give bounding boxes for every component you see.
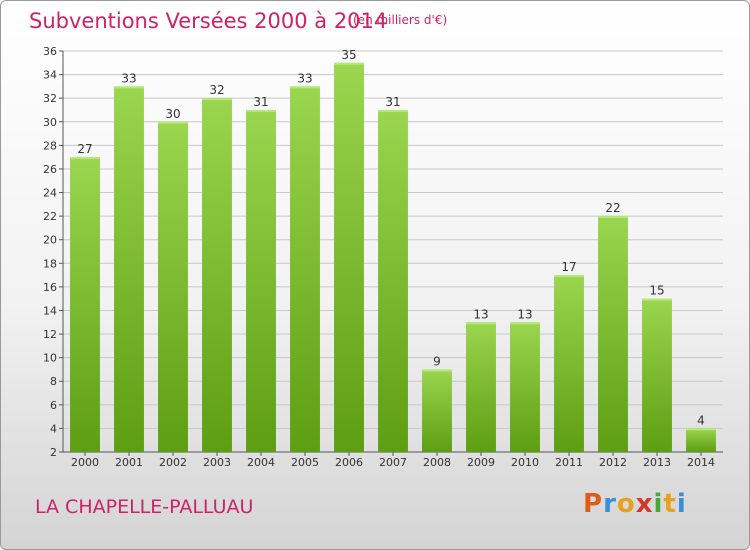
- labels: 27 2000 33 2001 30 2002 32 2003 31 2004 33 2005 35 20…: [71, 48, 715, 469]
- data-label: 15: [649, 284, 664, 298]
- bar-highlight: [642, 298, 672, 301]
- y-tick-label: 24: [43, 187, 57, 200]
- bar: [334, 62, 364, 452]
- bar: [378, 109, 408, 453]
- bar-highlight: [334, 62, 364, 65]
- x-tick-label: 2010: [511, 456, 539, 469]
- x-tick-label: 2004: [247, 456, 275, 469]
- y-tick-label: 28: [43, 139, 57, 152]
- logo-letter: x: [635, 489, 654, 519]
- y-tick-label: 32: [43, 92, 57, 105]
- logo-letter: r: [603, 489, 617, 519]
- bar-highlight: [466, 322, 496, 325]
- y-tick-label: 20: [43, 234, 57, 247]
- bars: [70, 62, 716, 453]
- bar-highlight: [378, 109, 408, 112]
- bar-highlight: [70, 157, 100, 160]
- data-label: 27: [77, 142, 92, 156]
- proxiti-logo: Proxiti: [583, 489, 687, 519]
- bar: [422, 369, 452, 452]
- chart-unit: (en milliers d'€): [353, 13, 448, 27]
- bar-highlight: [114, 86, 144, 89]
- logo-letter: t: [663, 489, 677, 519]
- y-tick-label: 14: [43, 304, 57, 317]
- bar-highlight: [554, 275, 584, 278]
- data-label: 31: [385, 95, 400, 109]
- bar: [290, 86, 320, 452]
- y-tick-label: 10: [43, 352, 57, 365]
- x-tick-label: 2013: [643, 456, 671, 469]
- x-tick-label: 2009: [467, 456, 495, 469]
- bar-highlight: [510, 322, 540, 325]
- y-tick-label: 4: [50, 422, 57, 435]
- bar: [554, 275, 584, 452]
- x-tick-label: 2005: [291, 456, 319, 469]
- data-label: 31: [253, 95, 268, 109]
- y-tick-label: 36: [43, 45, 57, 58]
- y-tick-label: 2: [50, 446, 57, 459]
- bar-highlight: [422, 369, 452, 372]
- x-tick-label: 2000: [71, 456, 99, 469]
- x-tick-label: 2002: [159, 456, 187, 469]
- y-tick-label: 6: [50, 399, 57, 412]
- y-tick-label: 26: [43, 163, 57, 176]
- data-label: 30: [165, 107, 180, 121]
- bar-highlight: [686, 428, 716, 431]
- bar-highlight: [598, 216, 628, 219]
- x-tick-label: 2001: [115, 456, 143, 469]
- y-tick-label: 18: [43, 257, 57, 270]
- bar-highlight: [290, 86, 320, 89]
- data-label: 32: [209, 83, 224, 97]
- x-tick-label: 2012: [599, 456, 627, 469]
- y-tick-label: 30: [43, 116, 57, 129]
- x-tick-label: 2008: [423, 456, 451, 469]
- bar-highlight: [246, 109, 276, 112]
- bar: [114, 86, 144, 452]
- x-tick-label: 2011: [555, 456, 583, 469]
- logo-letter: i: [676, 489, 687, 519]
- data-label: 33: [121, 71, 136, 85]
- bar: [642, 298, 672, 452]
- x-tick-label: 2006: [335, 456, 363, 469]
- data-label: 35: [341, 48, 356, 62]
- bar: [70, 157, 100, 452]
- commune-name: LA CHAPELLE-PALLUAU: [35, 496, 254, 518]
- chart-title: Subventions Versées 2000 à 2014: [29, 9, 388, 33]
- x-tick-label: 2014: [687, 456, 715, 469]
- data-label: 9: [433, 354, 441, 368]
- x-tick-label: 2007: [379, 456, 407, 469]
- y-tick-label: 8: [50, 375, 57, 388]
- data-label: 4: [697, 413, 705, 427]
- bar: [686, 428, 716, 452]
- bar: [466, 322, 496, 452]
- data-label: 22: [605, 201, 620, 215]
- logo-letter: i: [653, 489, 664, 519]
- x-tick-label: 2003: [203, 456, 231, 469]
- bar: [202, 98, 232, 453]
- y-tick-label: 34: [43, 69, 57, 82]
- logo-letter: o: [616, 489, 636, 519]
- data-label: 13: [517, 307, 532, 321]
- data-label: 13: [473, 307, 488, 321]
- y-tick-label: 12: [43, 328, 57, 341]
- logo-letter: P: [583, 489, 604, 519]
- bar: [510, 322, 540, 452]
- y-tick-label: 16: [43, 281, 57, 294]
- bar-highlight: [202, 98, 232, 101]
- bar-highlight: [158, 121, 188, 124]
- data-label: 33: [297, 71, 312, 85]
- bar: [246, 109, 276, 453]
- bar: [598, 216, 628, 452]
- data-label: 17: [561, 260, 576, 274]
- bar: [158, 121, 188, 452]
- y-tick-label: 22: [43, 210, 57, 223]
